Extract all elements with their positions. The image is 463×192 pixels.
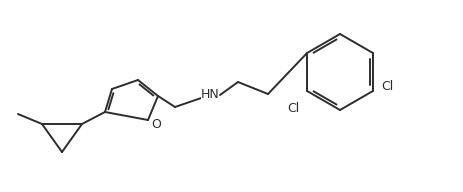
Text: HN: HN (200, 89, 219, 102)
Text: Cl: Cl (381, 80, 393, 94)
Text: Cl: Cl (287, 103, 299, 116)
Text: O: O (151, 118, 161, 131)
